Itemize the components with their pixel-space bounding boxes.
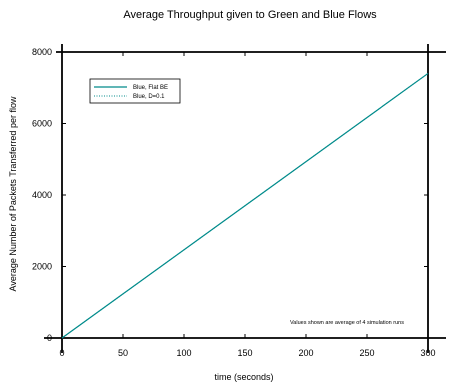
x-tick-label: 300: [420, 348, 435, 358]
x-tick-label: 0: [59, 348, 64, 358]
y-axis-label: Average Number of Packets Transferred pe…: [8, 96, 18, 291]
y-tick-label: 2000: [32, 262, 52, 272]
chart-annotation: Values shown are average of 4 simulation…: [290, 320, 404, 326]
x-tick-label: 200: [298, 348, 313, 358]
x-tick-label: 100: [176, 348, 191, 358]
chart-title: Average Throughput given to Green and Bl…: [123, 9, 377, 21]
x-axis-label: time (seconds): [214, 372, 273, 382]
x-tick-label: 50: [118, 348, 128, 358]
tick-labels: 0 50 100 150 200 250 300 0 2000 4000 6000 8000: [32, 47, 436, 358]
legend-label-blue-d01: Blue, D=0.1: [133, 94, 165, 100]
legend-label-blue-flat-be: Blue, Flat BE: [133, 85, 168, 91]
x-tick-label: 150: [237, 348, 252, 358]
legend-box: [89, 78, 181, 104]
x-tick-label: 250: [359, 348, 374, 358]
y-tick-label: 4000: [32, 190, 52, 200]
legend: Blue, Flat BE Blue, D=0.1: [89, 78, 181, 104]
y-tick-label: 0: [47, 333, 52, 343]
y-tick-label: 8000: [32, 47, 52, 57]
series-layer: [61, 72, 429, 339]
ticks: [61, 51, 429, 339]
y-tick-label: 6000: [32, 119, 52, 129]
series-line-1: [61, 73, 429, 339]
